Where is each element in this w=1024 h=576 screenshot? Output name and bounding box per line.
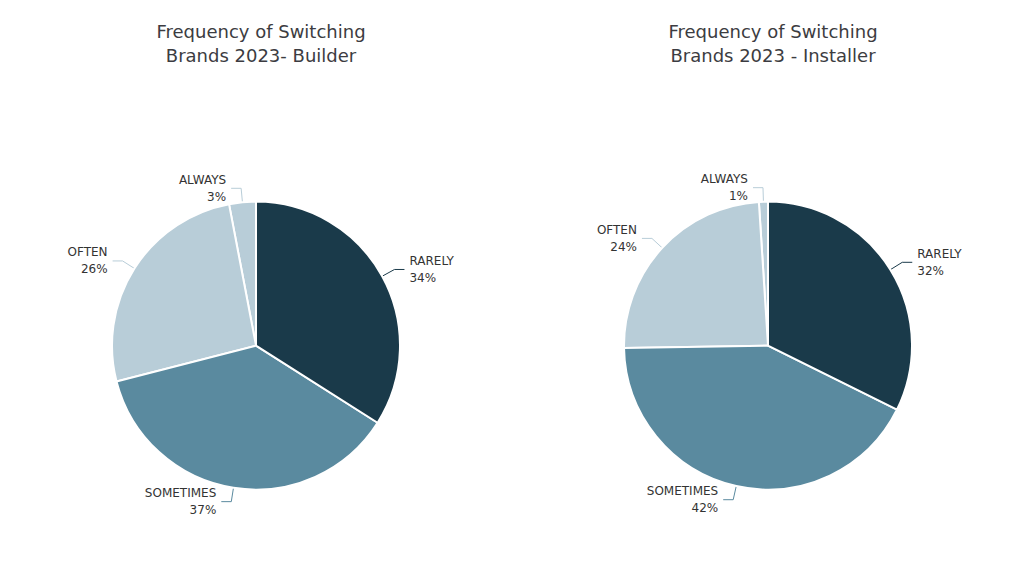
svg-text:32%: 32% <box>917 264 944 278</box>
svg-text:ALWAYS: ALWAYS <box>179 173 226 187</box>
svg-text:OFTEN: OFTEN <box>68 245 108 259</box>
svg-text:24%: 24% <box>610 240 637 254</box>
svg-text:26%: 26% <box>81 262 108 276</box>
svg-text:42%: 42% <box>692 501 719 515</box>
svg-text:3%: 3% <box>207 190 226 204</box>
svg-text:37%: 37% <box>190 503 217 517</box>
svg-text:RARELY: RARELY <box>409 254 454 268</box>
svg-text:Frequency of Switching: Frequency of Switching <box>668 21 877 42</box>
svg-text:RARELY: RARELY <box>917 247 962 261</box>
svg-text:Brands 2023- Builder: Brands 2023- Builder <box>166 45 357 66</box>
svg-text:34%: 34% <box>409 271 436 285</box>
svg-text:1%: 1% <box>729 189 748 203</box>
svg-text:OFTEN: OFTEN <box>597 223 637 237</box>
svg-text:Frequency of Switching: Frequency of Switching <box>156 21 365 42</box>
svg-text:ALWAYS: ALWAYS <box>701 172 748 186</box>
svg-text:SOMETIMES: SOMETIMES <box>145 486 216 500</box>
svg-text:Brands 2023 - Installer: Brands 2023 - Installer <box>670 45 876 66</box>
svg-text:SOMETIMES: SOMETIMES <box>647 484 718 498</box>
